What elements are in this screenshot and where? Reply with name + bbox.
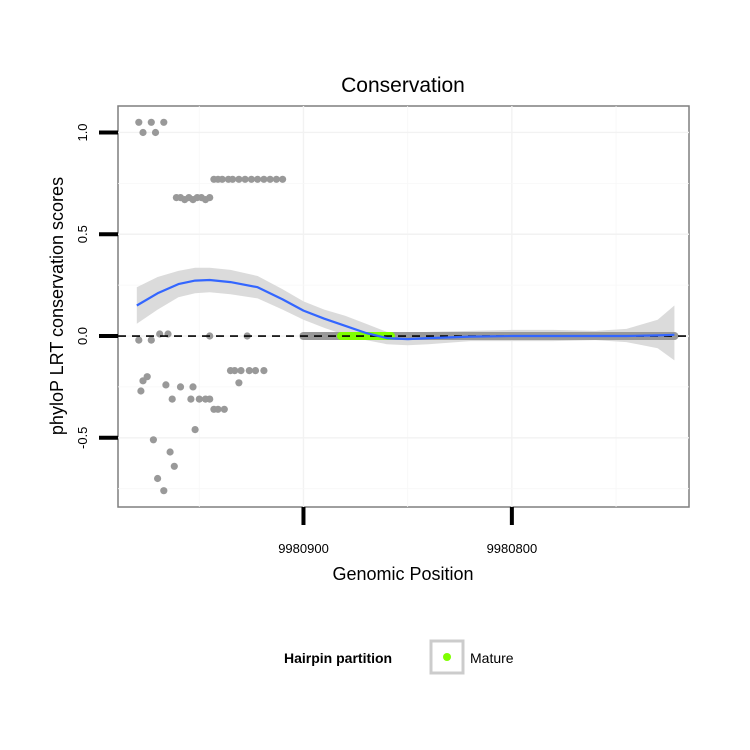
legend-label-mature: Mature bbox=[470, 650, 514, 666]
x-tick-label-1: 9980800 bbox=[487, 541, 538, 556]
smooth-line bbox=[136, 278, 675, 341]
data-point-35 bbox=[245, 367, 253, 375]
axes: -0.5 0.0 0.5 1.0 9980900 9980800 bbox=[75, 123, 537, 556]
data-point-54 bbox=[247, 175, 255, 183]
data-point-26 bbox=[206, 395, 214, 403]
legend-key-dot bbox=[443, 653, 451, 661]
data-point-20 bbox=[187, 395, 195, 403]
data-point-14 bbox=[160, 487, 168, 495]
data-point-16 bbox=[166, 448, 174, 456]
data-point-17 bbox=[168, 395, 176, 403]
data-point-28 bbox=[214, 405, 222, 413]
legend: Hairpin partition Mature bbox=[284, 639, 514, 675]
data-point-55 bbox=[254, 175, 262, 183]
data-point-29 bbox=[220, 405, 228, 413]
data-point-32 bbox=[235, 379, 243, 387]
y-tick-label-0: -0.5 bbox=[75, 427, 90, 449]
data-point-36 bbox=[251, 367, 260, 375]
data-point-13 bbox=[154, 474, 162, 483]
data-point-33 bbox=[237, 367, 245, 375]
data-point-19 bbox=[176, 383, 185, 391]
data-point-21 bbox=[189, 383, 197, 391]
legend-title: Hairpin partition bbox=[284, 650, 392, 666]
y-tick-label-3: 1.0 bbox=[75, 123, 90, 141]
data-point-4 bbox=[160, 118, 168, 126]
data-point-18 bbox=[170, 462, 178, 470]
y-tick-label-1: 0.0 bbox=[75, 327, 90, 345]
data-point-51 bbox=[229, 175, 237, 183]
data-point-1 bbox=[139, 128, 147, 137]
y-tick-label-2: 0.5 bbox=[75, 225, 90, 243]
data-point-15 bbox=[162, 381, 170, 389]
smooth-curve bbox=[136, 278, 675, 341]
data-point-0 bbox=[135, 118, 143, 126]
data-point-31 bbox=[231, 367, 239, 375]
data-point-12 bbox=[149, 436, 157, 444]
data-point-49 bbox=[218, 175, 226, 183]
data-point-56 bbox=[260, 175, 268, 183]
data-point-2 bbox=[147, 118, 155, 126]
data-point-52 bbox=[235, 175, 243, 183]
data-point-23 bbox=[195, 395, 203, 403]
data-point-6 bbox=[147, 336, 155, 344]
data-point-5 bbox=[135, 336, 143, 344]
data-point-11 bbox=[143, 373, 151, 381]
data-point-9 bbox=[137, 387, 145, 395]
data-point-37 bbox=[260, 367, 268, 375]
data-point-22 bbox=[191, 426, 199, 434]
data-point-53 bbox=[241, 175, 249, 183]
chart-title: Conservation bbox=[341, 74, 465, 97]
data-point-3 bbox=[151, 128, 160, 137]
data-point-58 bbox=[272, 175, 280, 183]
grid bbox=[118, 106, 689, 507]
data-point-57 bbox=[266, 175, 274, 183]
x-axis-title: Genomic Position bbox=[332, 564, 473, 584]
x-tick-label-0: 9980900 bbox=[278, 541, 329, 556]
data-point-59 bbox=[279, 175, 287, 183]
plot-panel bbox=[117, 105, 690, 508]
y-axis-title: phyloP LRT conservation scores bbox=[47, 177, 67, 435]
data-point-46 bbox=[206, 194, 214, 202]
